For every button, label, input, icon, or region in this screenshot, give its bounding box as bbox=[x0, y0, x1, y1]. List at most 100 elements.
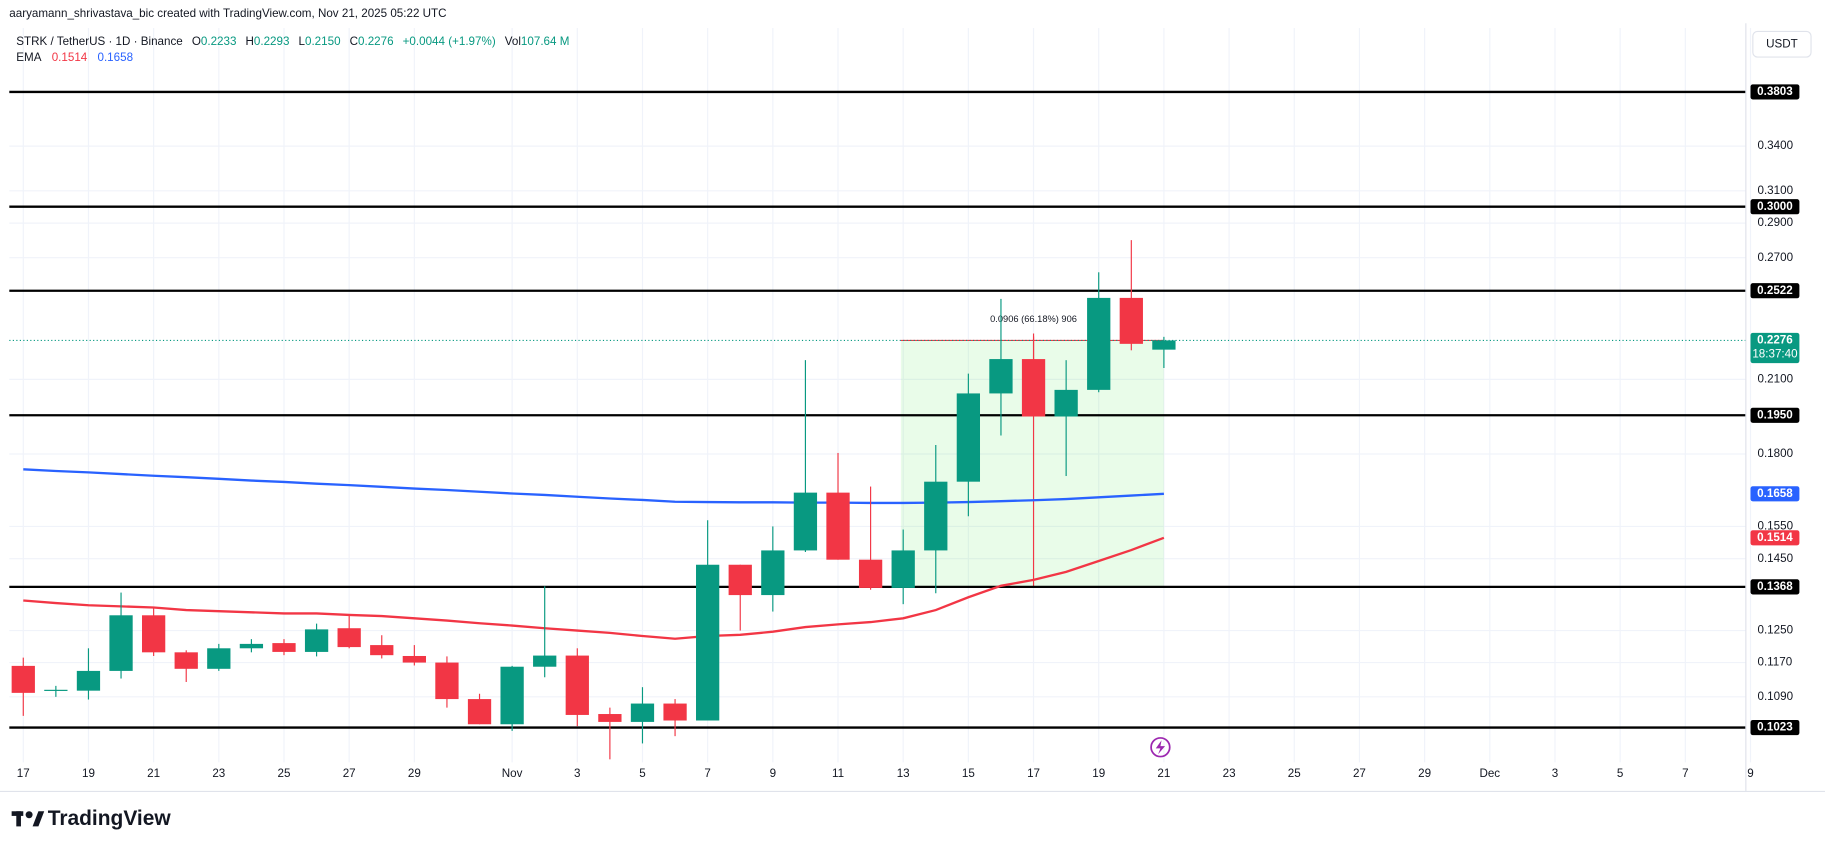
last-price-tag bbox=[1750, 332, 1800, 364]
candle-body bbox=[565, 655, 589, 715]
candle-body bbox=[663, 703, 687, 721]
level-tag bbox=[1750, 84, 1800, 100]
candle-body bbox=[630, 703, 655, 722]
x-tick-label: 23 bbox=[212, 767, 225, 780]
logo-shape bbox=[32, 811, 45, 827]
ema-tag-label: 0.1514 bbox=[1757, 531, 1793, 544]
candle-body bbox=[858, 559, 883, 588]
field-label: C bbox=[350, 35, 358, 48]
candle-body bbox=[1119, 297, 1143, 344]
y-tick-label: 0.1450 bbox=[1757, 552, 1793, 565]
candle-body bbox=[1087, 297, 1111, 390]
x-tick-label: 7 bbox=[1682, 767, 1688, 780]
ema-legend: EMA 0.1514 0.1658 bbox=[16, 51, 133, 64]
level-tag bbox=[1750, 283, 1800, 299]
field-value: 0.2276 bbox=[358, 35, 394, 48]
candle-body bbox=[989, 359, 1013, 394]
ema-line bbox=[23, 468, 1164, 505]
candle-body bbox=[11, 665, 35, 693]
candle-body bbox=[207, 648, 231, 669]
ema-value: 0.1514 bbox=[52, 51, 88, 64]
x-tick-label: 17 bbox=[1027, 767, 1040, 780]
x-tick-label: 19 bbox=[82, 767, 95, 780]
x-tick-label: 7 bbox=[704, 767, 710, 780]
field-value: 0.2150 bbox=[305, 35, 341, 48]
change: +0.0044 (+1.97%) bbox=[403, 35, 496, 48]
candle-body bbox=[728, 564, 752, 596]
x-tick-label: 9 bbox=[770, 767, 776, 780]
y-tick-label: 0.1800 bbox=[1757, 447, 1793, 460]
currency[interactable]: USDT bbox=[1766, 37, 1798, 50]
x-tick-label: Dec bbox=[1479, 767, 1500, 780]
symbol: STRK / TetherUS · 1D · Binance bbox=[16, 35, 182, 48]
measure-label: 0.0906 (66.18%) 906 bbox=[990, 314, 1077, 324]
x-tick-label: 27 bbox=[1353, 767, 1366, 780]
x-tick-label: 15 bbox=[962, 767, 975, 780]
logo-shape bbox=[25, 811, 33, 819]
y-tick-label: 0.1090 bbox=[1757, 690, 1793, 703]
candle-body bbox=[174, 652, 198, 669]
event-icon bbox=[1155, 740, 1166, 755]
candle-body bbox=[1021, 359, 1046, 417]
field-label: O bbox=[192, 35, 201, 48]
candle-body bbox=[44, 689, 68, 691]
ema-tag bbox=[1750, 530, 1800, 546]
x-tick-label: 3 bbox=[1552, 767, 1558, 780]
candle-body bbox=[598, 714, 622, 722]
logo-shape bbox=[16, 811, 21, 827]
level-tag bbox=[1750, 719, 1800, 736]
x-tick-label: 17 bbox=[17, 767, 30, 780]
x-tick-label: 5 bbox=[639, 767, 645, 780]
y-tick-label: 0.1550 bbox=[1757, 519, 1793, 532]
level-tag-label: 0.1368 bbox=[1757, 580, 1793, 593]
level-tag bbox=[1750, 407, 1800, 423]
candle-body bbox=[272, 643, 296, 652]
ema-tag-label: 0.1658 bbox=[1757, 487, 1793, 500]
candle-body bbox=[239, 643, 264, 649]
x-tick-label: 21 bbox=[1157, 767, 1170, 780]
level-tag-label: 0.1023 bbox=[1757, 721, 1793, 734]
volume: 107.64 M bbox=[521, 35, 569, 48]
candle-body bbox=[1054, 389, 1078, 417]
ema-value: 0.1658 bbox=[97, 51, 133, 64]
candle-body bbox=[891, 550, 915, 588]
x-tick-label: Nov bbox=[502, 767, 523, 780]
logo: TradingView bbox=[11, 807, 172, 830]
ema-tag bbox=[1750, 486, 1800, 502]
candle-body bbox=[435, 662, 459, 700]
candle-body bbox=[1152, 340, 1176, 350]
logo-text: TradingView bbox=[48, 807, 172, 830]
x-tick-label: 5 bbox=[1617, 767, 1623, 780]
x-tick-label: 29 bbox=[408, 767, 421, 780]
candle-body bbox=[956, 393, 981, 482]
candle-body bbox=[500, 666, 524, 725]
volume-label: Vol bbox=[505, 35, 521, 48]
level-tag bbox=[1750, 199, 1800, 215]
level-tag-label: 0.2522 bbox=[1757, 284, 1793, 297]
level-tag-label: 0.1950 bbox=[1757, 408, 1793, 421]
candle-body bbox=[696, 564, 720, 721]
y-tick-label: 0.1250 bbox=[1757, 624, 1793, 637]
currency-button[interactable] bbox=[1752, 30, 1812, 58]
candle-body bbox=[141, 615, 166, 653]
y-tick-label: 0.2100 bbox=[1757, 372, 1793, 385]
field-value: 0.2293 bbox=[254, 35, 290, 48]
candle-body bbox=[402, 655, 426, 663]
event-icon bbox=[1150, 737, 1171, 758]
credit: aaryamann_shrivastava_bic created with T… bbox=[9, 7, 446, 20]
x-tick-label: 11 bbox=[832, 767, 844, 780]
y-tick-label: 0.2900 bbox=[1757, 216, 1793, 229]
candle-body bbox=[304, 629, 329, 652]
candle-body bbox=[826, 492, 850, 560]
y-tick-label: 0.3400 bbox=[1757, 139, 1793, 152]
x-tick-label: 9 bbox=[1747, 767, 1753, 780]
candle-body bbox=[370, 645, 394, 656]
candle-body bbox=[76, 670, 101, 691]
y-tick-label: 0.3100 bbox=[1757, 184, 1793, 197]
x-tick-label: 19 bbox=[1092, 767, 1105, 780]
candle-body bbox=[924, 481, 948, 551]
x-tick-label: 25 bbox=[1288, 767, 1301, 780]
